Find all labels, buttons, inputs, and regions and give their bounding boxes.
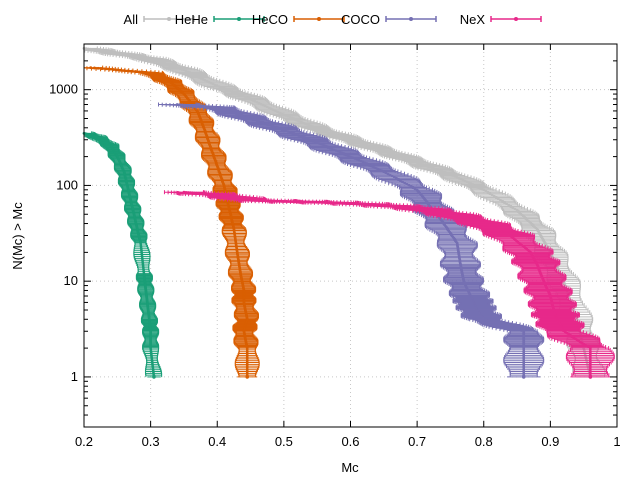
data-point [522, 375, 526, 379]
data-point [563, 282, 566, 285]
series-hehe [83, 131, 162, 378]
series-layer [83, 46, 615, 378]
data-point [152, 375, 156, 379]
data-point [245, 375, 249, 379]
